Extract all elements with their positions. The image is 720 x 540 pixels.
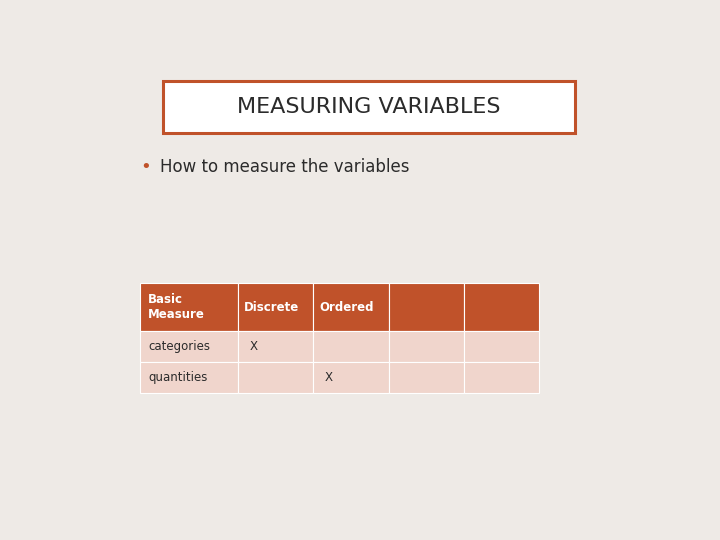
Text: categories: categories — [148, 340, 210, 353]
Text: MEASURING VARIABLES: MEASURING VARIABLES — [238, 97, 500, 117]
Bar — [140, 362, 238, 393]
Bar — [389, 283, 464, 331]
FancyBboxPatch shape — [163, 82, 575, 133]
Text: quantities: quantities — [148, 371, 207, 384]
Text: Ordered: Ordered — [319, 300, 374, 314]
Text: X: X — [249, 340, 257, 353]
Bar — [238, 283, 313, 331]
Bar — [238, 362, 313, 393]
Bar — [238, 331, 313, 362]
Bar — [464, 362, 539, 393]
Bar — [389, 362, 464, 393]
Text: •: • — [140, 158, 151, 176]
Bar — [313, 362, 389, 393]
Bar — [313, 283, 389, 331]
Text: X: X — [325, 371, 333, 384]
Bar — [140, 283, 238, 331]
Bar — [313, 331, 389, 362]
Bar — [140, 331, 238, 362]
Text: How to measure the variables: How to measure the variables — [160, 158, 409, 176]
Bar — [464, 283, 539, 331]
Text: Discrete: Discrete — [244, 300, 299, 314]
Bar — [389, 331, 464, 362]
Text: Basic
Measure: Basic Measure — [148, 293, 205, 321]
Bar — [464, 331, 539, 362]
